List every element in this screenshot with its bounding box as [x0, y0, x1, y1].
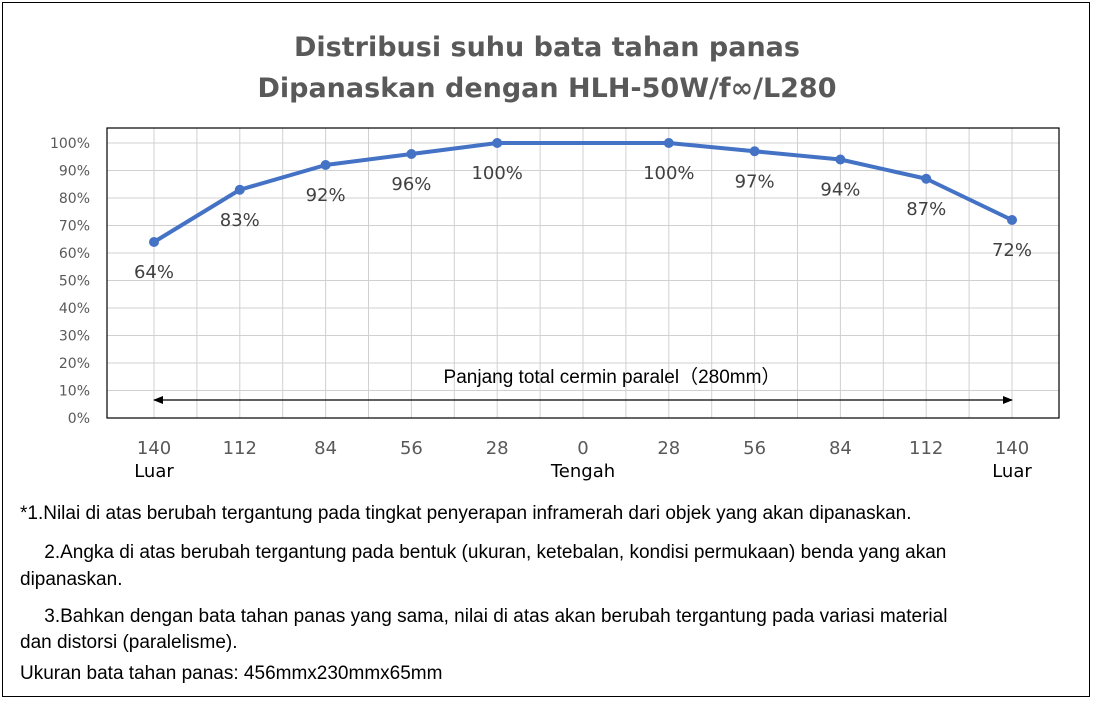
chart-subtitle: Dipanaskan dengan HLH-50W/f∞/L280 [257, 73, 837, 104]
chart-title: Distribusi suhu bata tahan panas [294, 32, 800, 63]
data-labels: 64% 83% 92% 96% 100% 100% 97% 94% 87% 72% [134, 163, 1032, 283]
note-2-cont: dipanaskan. [20, 569, 123, 590]
data-label: 87% [906, 199, 946, 220]
data-label: 97% [735, 171, 775, 192]
x-tick-label: 140 [995, 438, 1029, 459]
data-label: 92% [306, 185, 346, 206]
x-tick-label: 112 [909, 438, 943, 459]
data-point [492, 138, 503, 148]
y-tick-label: 90% [59, 164, 90, 180]
y-tick-label: 60% [59, 246, 90, 262]
x-tick-label: 140 [137, 438, 171, 459]
note-1: *1.Nilai di atas berubah tergantung pada… [20, 503, 912, 524]
y-tick-label: 70% [59, 219, 90, 235]
x-tick-label: 56 [743, 438, 766, 459]
x-tick-label: 56 [400, 438, 423, 459]
data-label: 83% [220, 210, 260, 231]
data-point [921, 173, 932, 184]
y-tick-label: 10% [59, 384, 90, 400]
y-tick-label: 0% [68, 411, 90, 427]
note-3: 3.Bahkan dengan bata tahan panas yang sa… [20, 606, 948, 627]
chart: 0% 10% 20% 30% 40% 50% 60% 70% 80% 90% 100% 140 112… [50, 127, 1060, 482]
y-tick-label: 100% [50, 136, 90, 152]
data-label: 100% [643, 163, 694, 184]
y-tick-label: 50% [59, 274, 90, 290]
plot-area [106, 127, 1060, 419]
series-line [149, 138, 1017, 247]
data-point [406, 149, 417, 159]
data-label: 96% [391, 174, 431, 195]
x-tick-label: 112 [223, 438, 257, 459]
data-point [1007, 215, 1017, 225]
y-axis: 0% 10% 20% 30% 40% 50% 60% 70% 80% 90% 100% [50, 136, 90, 427]
x-tick-label: 84 [314, 438, 337, 459]
data-point [749, 146, 760, 157]
span-annotation: Panjang total cermin paralel（280mm） [444, 366, 781, 388]
x-sublabel: Luar [992, 461, 1032, 482]
x-sublabel: Tengah [550, 461, 615, 482]
data-label: 100% [471, 163, 522, 184]
x-tick-label: 28 [486, 438, 509, 459]
note-size: Ukuran bata tahan panas: 456mmx230mmx65m… [20, 663, 443, 684]
data-point [320, 160, 331, 170]
data-label: 94% [820, 180, 860, 201]
y-tick-label: 40% [59, 301, 90, 317]
data-point [234, 184, 245, 195]
x-tick-label: 28 [657, 438, 680, 459]
data-point [835, 154, 846, 165]
data-label: 64% [134, 262, 174, 283]
series-path [152, 141, 1013, 244]
note-3-cont: dan distorsi (paralelisme). [20, 632, 238, 653]
x-tick-label: 84 [829, 438, 852, 459]
x-tick-label: 0 [577, 438, 588, 459]
y-tick-label: 80% [59, 191, 90, 207]
data-label: 72% [992, 240, 1032, 261]
y-tick-label: 30% [59, 329, 90, 345]
data-point [663, 138, 674, 148]
data-point [149, 237, 159, 247]
note-2: 2.Angka di atas berubah tergantung pada … [20, 542, 947, 563]
y-tick-label: 20% [59, 356, 90, 372]
x-sublabel: Luar [134, 461, 174, 482]
grid [107, 128, 1059, 419]
